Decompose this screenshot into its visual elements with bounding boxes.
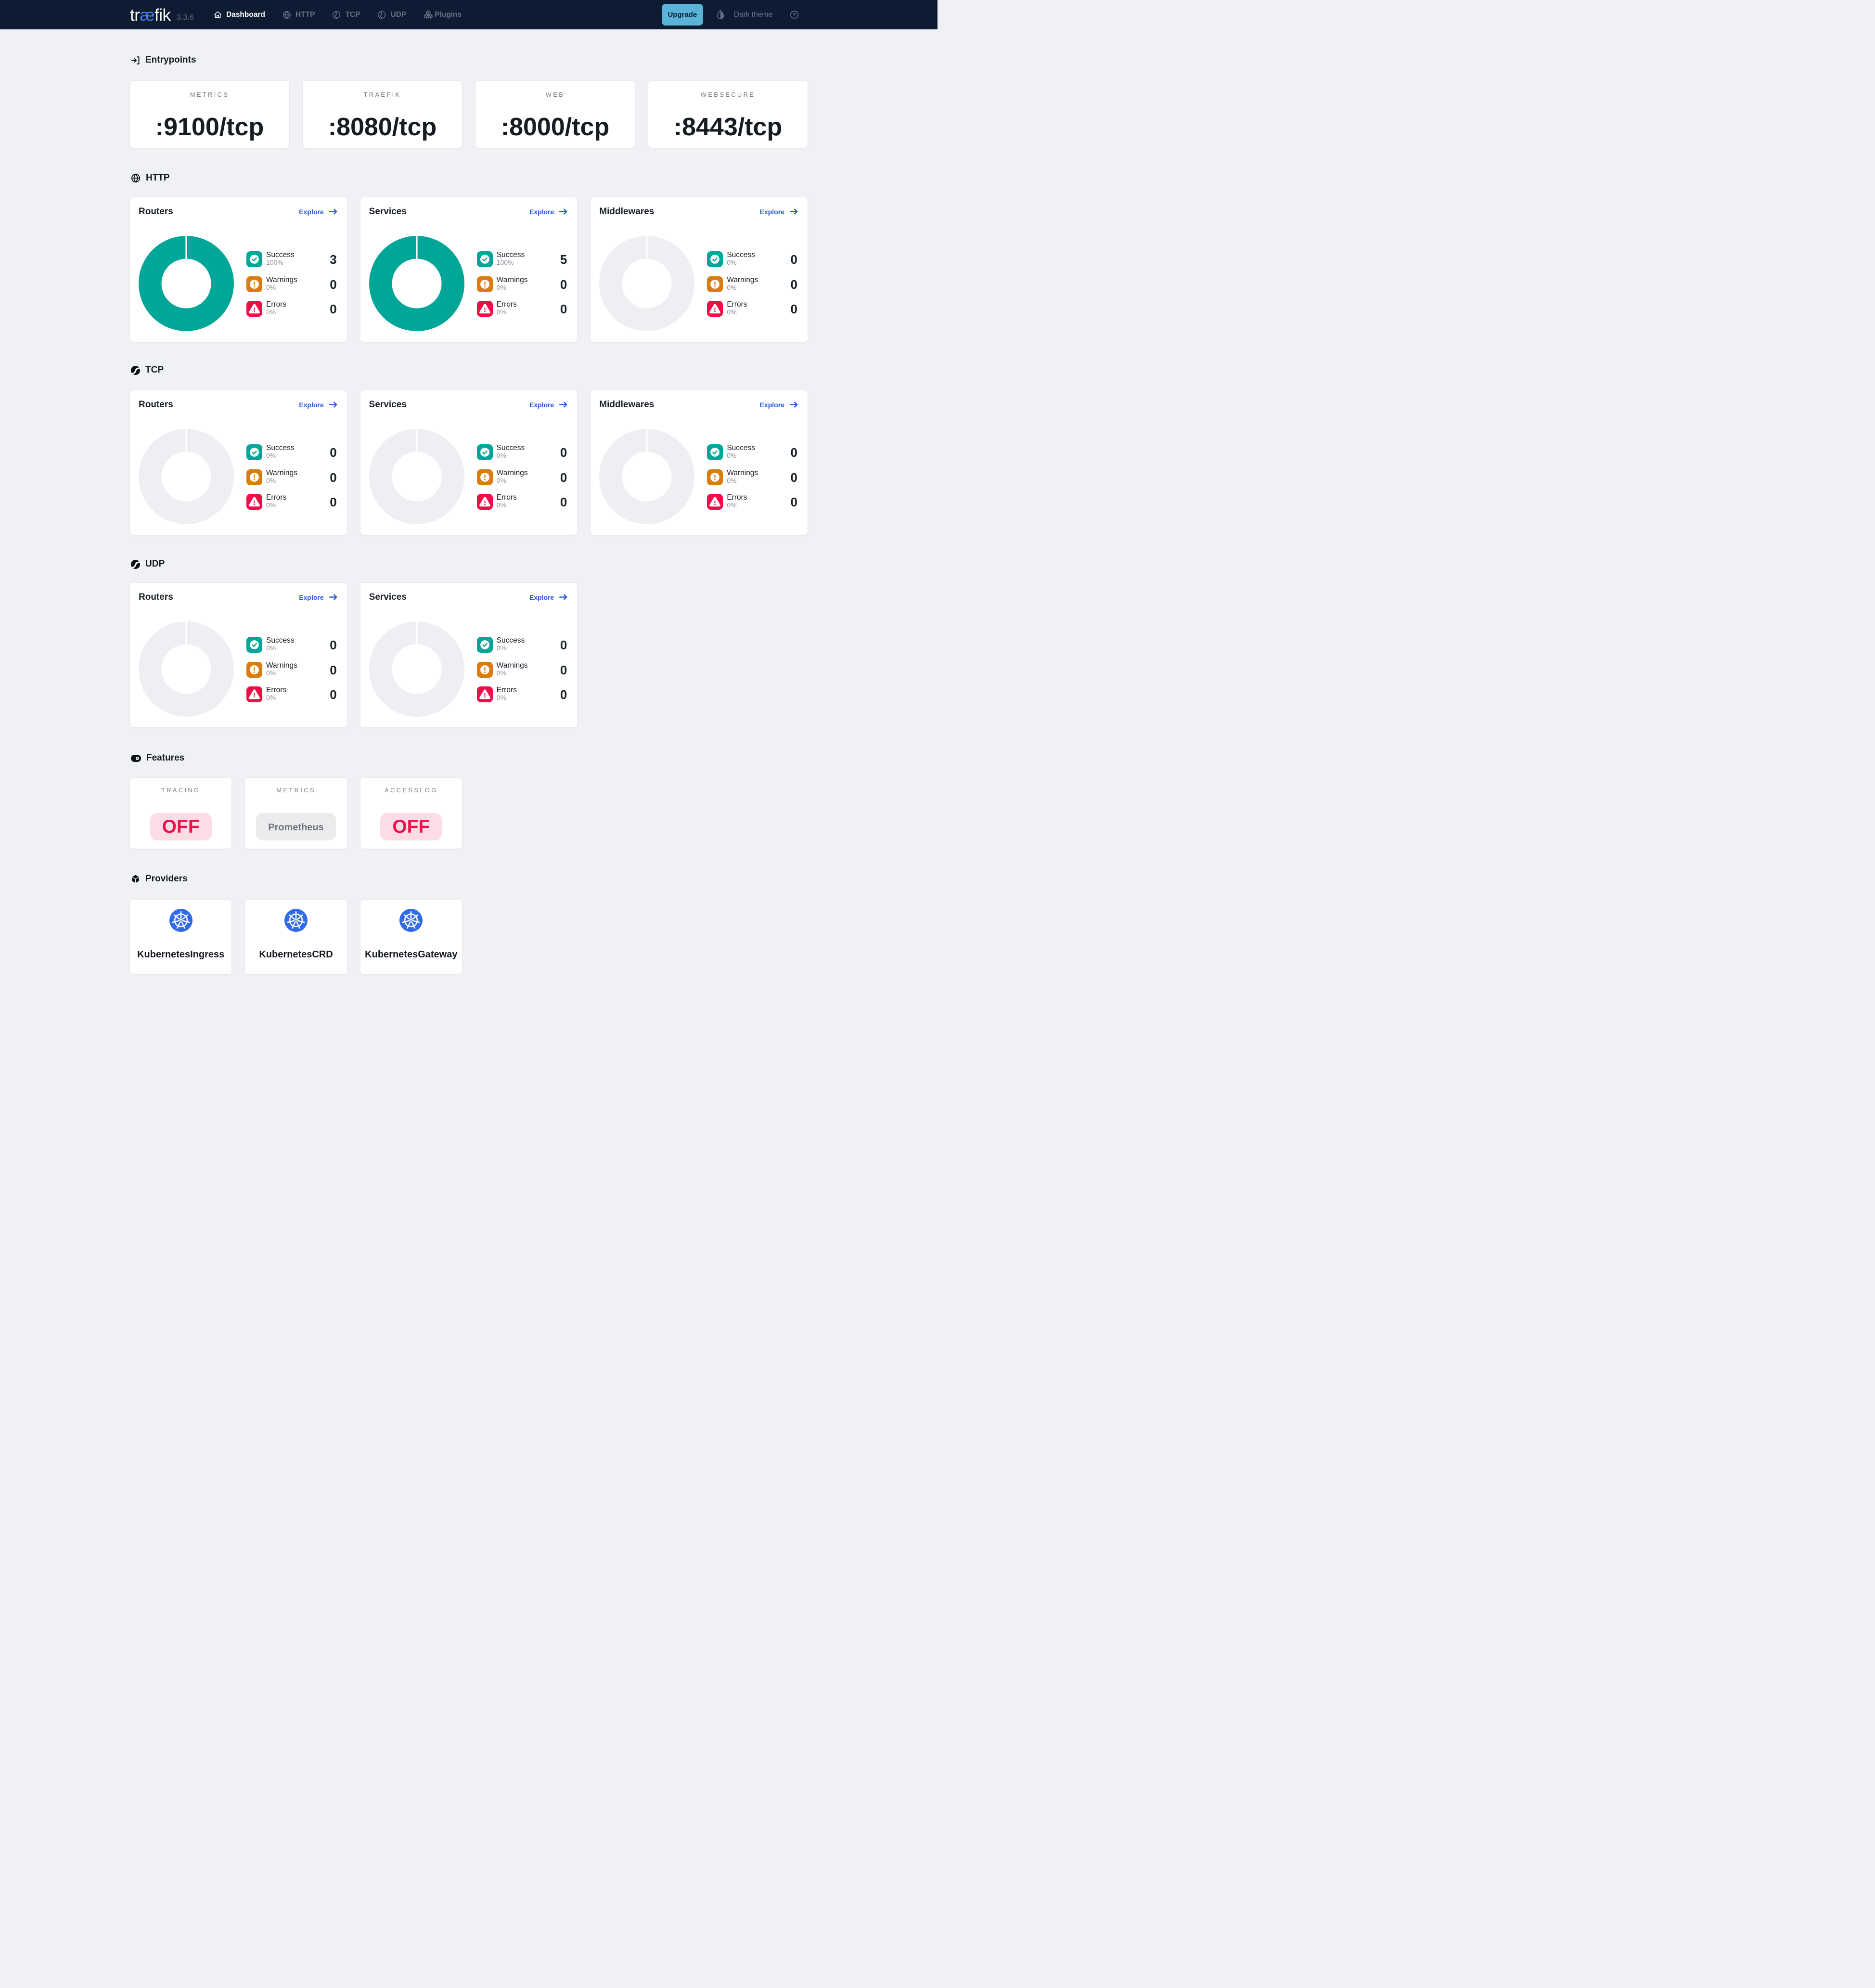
svg-text:?: ?: [793, 13, 796, 18]
